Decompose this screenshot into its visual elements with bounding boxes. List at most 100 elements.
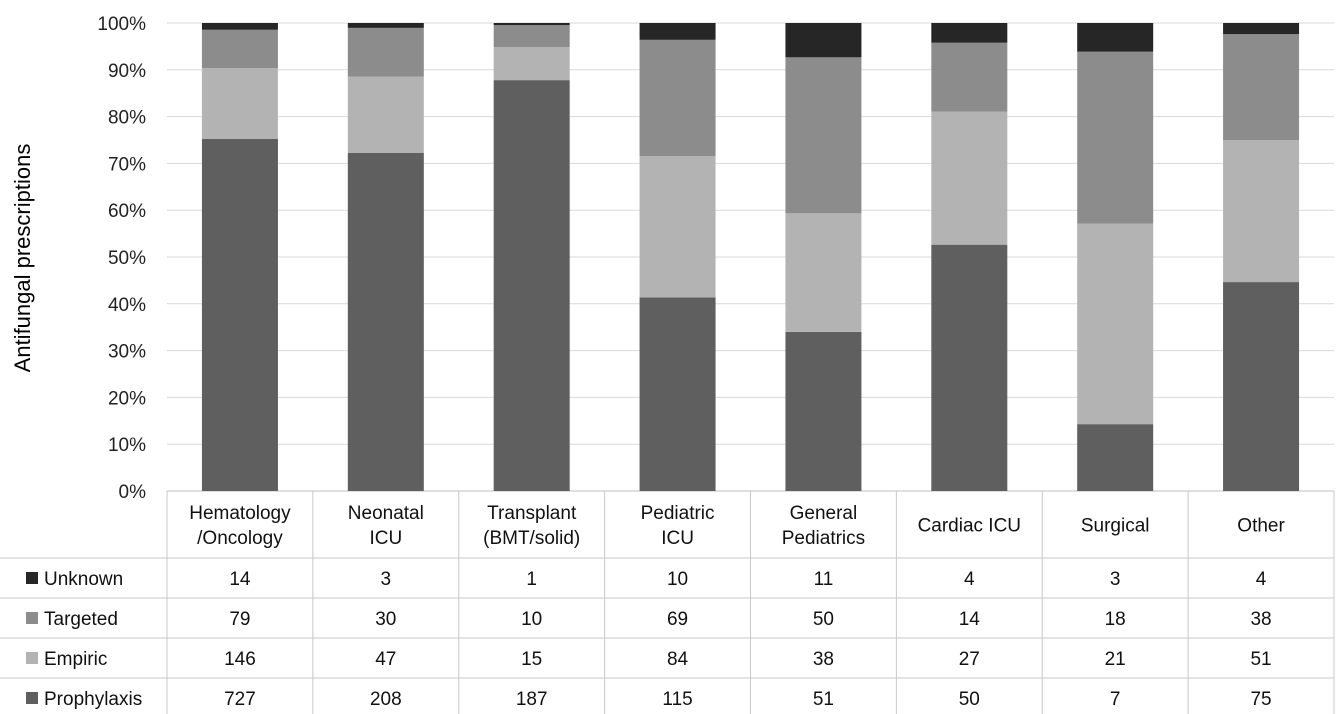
- legend-label: Targeted: [44, 609, 118, 630]
- bar-segment-empiric: [201, 68, 278, 139]
- y-tick-label: 90%: [108, 61, 146, 82]
- table-cell-value: 21: [1105, 649, 1126, 670]
- bar-segment-targeted: [1223, 34, 1300, 141]
- table-cell-value: 50: [813, 609, 834, 630]
- bars: [201, 23, 1300, 491]
- legend-label: Empiric: [44, 649, 107, 670]
- table-cell-value: 47: [375, 649, 396, 670]
- table-cell-value: 38: [813, 649, 834, 670]
- legend-swatch-unknown: [26, 572, 38, 584]
- category-label: General: [790, 503, 858, 524]
- bar-segment-targeted: [493, 25, 570, 48]
- category-label: Other: [1237, 516, 1285, 537]
- legend-label: Prophylaxis: [44, 689, 142, 710]
- category-label: Pediatric: [641, 503, 715, 524]
- table-cell-value: 4: [964, 569, 975, 590]
- bar-segment-empiric: [931, 111, 1008, 245]
- y-tick-label: 100%: [97, 14, 146, 35]
- bar-segment-unknown: [639, 23, 716, 40]
- y-axis: 0% 10% 20% 30% 40% 50% 60% 70% 80% 90% 100%: [97, 14, 146, 503]
- bar-segment-targeted: [639, 39, 716, 156]
- table-cell-value: 14: [959, 609, 981, 630]
- y-tick-label: 20%: [108, 388, 146, 409]
- table-cell-value: 18: [1105, 609, 1126, 630]
- y-tick-label: 0%: [119, 482, 147, 503]
- bar-segment-empiric: [493, 47, 570, 81]
- bar-segment-prophylaxis: [1223, 282, 1300, 491]
- bar-segment-unknown: [1077, 23, 1154, 52]
- bar-segment-unknown: [785, 23, 862, 58]
- category-label: Transplant: [487, 503, 577, 524]
- category-label: ICU: [661, 528, 694, 549]
- table-cell-value: 38: [1250, 609, 1271, 630]
- bar-segment-prophylaxis: [785, 331, 862, 491]
- category-label: Hematology: [189, 503, 291, 524]
- y-tick-label: 40%: [108, 295, 146, 316]
- category-label: (BMT/solid): [483, 528, 580, 549]
- bar-segment-unknown: [931, 23, 1008, 43]
- table-cell-value: 3: [381, 569, 392, 590]
- table-cell-value: 14: [229, 569, 251, 590]
- table-cell-value: 146: [224, 649, 256, 670]
- bar-segment-prophylaxis: [201, 138, 278, 491]
- category-label: Cardiac ICU: [918, 516, 1021, 537]
- bar-segment-empiric: [1223, 140, 1300, 283]
- y-tick-label: 60%: [108, 201, 146, 222]
- y-tick-label: 50%: [108, 248, 146, 269]
- table-cell-value: 75: [1250, 689, 1271, 710]
- bar-segment-targeted: [347, 27, 424, 77]
- bar-segment-targeted: [1077, 51, 1154, 224]
- table-cell-value: 1: [526, 569, 537, 590]
- bar-segment-prophylaxis: [347, 153, 424, 491]
- category-label: Neonatal: [348, 503, 424, 524]
- table-cell-value: 51: [1250, 649, 1271, 670]
- bar-segment-unknown: [493, 23, 570, 26]
- table-cell-value: 27: [959, 649, 980, 670]
- table-cell-value: 7: [1110, 689, 1121, 710]
- bar-segment-empiric: [785, 213, 862, 332]
- y-tick-label: 10%: [108, 435, 146, 456]
- gridlines: [167, 22, 1334, 492]
- table-cell-value: 50: [959, 689, 980, 710]
- category-label: Pediatrics: [782, 528, 865, 549]
- y-tick-label: 70%: [108, 154, 146, 175]
- legend-swatch-empiric: [26, 652, 38, 664]
- bar-segment-unknown: [1223, 23, 1300, 35]
- bar-segment-prophylaxis: [931, 244, 1008, 491]
- table-cell-value: 15: [521, 649, 542, 670]
- y-axis-label: Antifungal prescriptions: [10, 144, 35, 373]
- bar-segment-prophylaxis: [1077, 424, 1154, 491]
- table-cell-value: 3: [1110, 569, 1121, 590]
- table-cell-value: 30: [375, 609, 396, 630]
- table-cell-value: 10: [521, 609, 542, 630]
- table-cell-value: 51: [813, 689, 834, 710]
- table-cell-value: 79: [229, 609, 250, 630]
- y-tick-label: 80%: [108, 108, 146, 129]
- legend-swatch-prophylaxis: [26, 692, 38, 704]
- bar-segment-prophylaxis: [493, 80, 570, 491]
- bar-segment-prophylaxis: [639, 297, 716, 491]
- bar-segment-empiric: [347, 76, 424, 153]
- bar-segment-targeted: [931, 42, 1008, 112]
- bar-segment-empiric: [639, 155, 716, 298]
- table-cell-value: 208: [370, 689, 402, 710]
- bar-segment-unknown: [201, 23, 278, 30]
- data-table: Hematology/Oncology Neonatal ICU Transplant…: [0, 491, 1335, 714]
- table-cell-value: 187: [516, 689, 548, 710]
- table-cell-value: 4: [1256, 569, 1267, 590]
- bar-segment-targeted: [785, 57, 862, 214]
- bar-segment-unknown: [347, 23, 424, 28]
- table-cell-value: 727: [224, 689, 256, 710]
- table-cell-value: 69: [667, 609, 688, 630]
- table-cell-value: 11: [814, 569, 834, 590]
- y-tick-label: 30%: [108, 342, 146, 363]
- category-label: ICU: [369, 528, 402, 549]
- bar-segment-targeted: [201, 29, 278, 69]
- legend-label: Unknown: [44, 569, 123, 590]
- category-label: Surgical: [1081, 516, 1150, 537]
- category-label: /Oncology: [197, 528, 283, 549]
- table-cell-value: 84: [667, 649, 689, 670]
- table-cell-value: 115: [662, 689, 692, 710]
- table-cell-value: 10: [667, 569, 688, 590]
